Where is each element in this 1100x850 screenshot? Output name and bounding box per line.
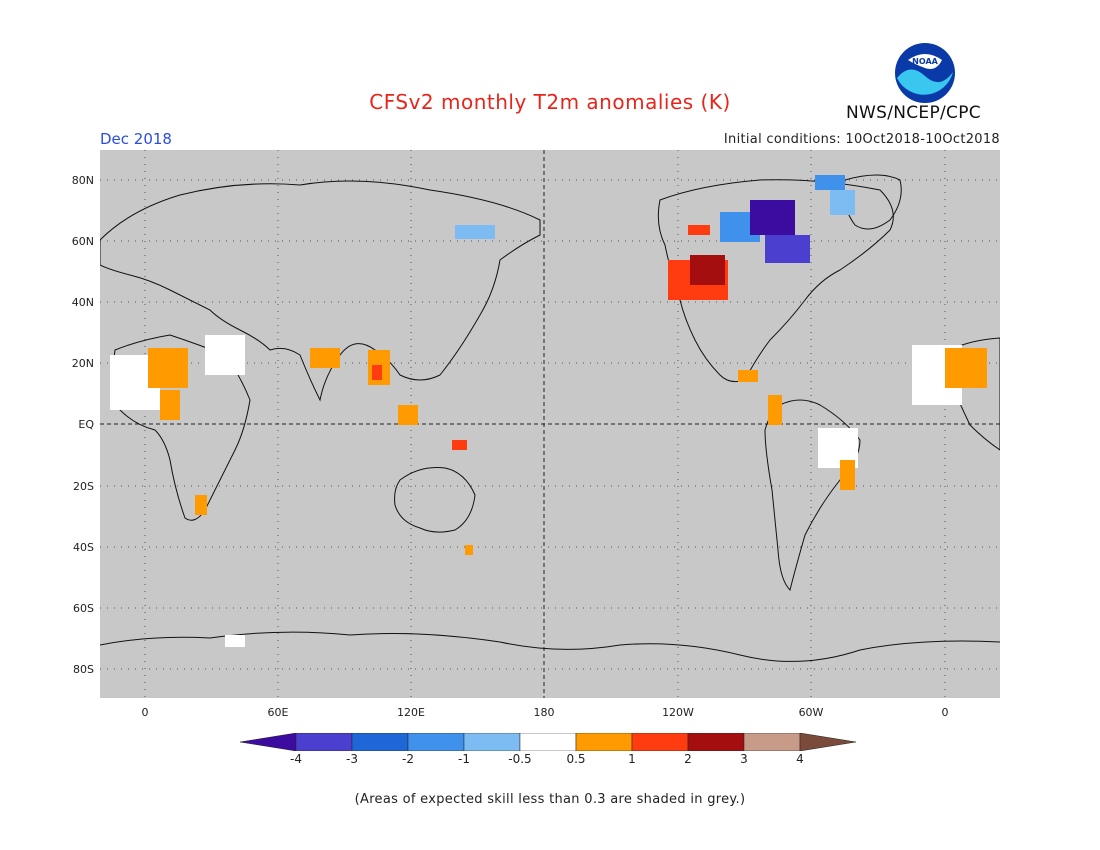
colorbar-label: 4 bbox=[796, 752, 804, 766]
colorbar-label: 3 bbox=[740, 752, 748, 766]
lat-label-20s: 20S bbox=[73, 480, 94, 493]
patch-blue-arctic bbox=[815, 175, 845, 190]
lon-label-180: 180 bbox=[533, 706, 555, 719]
forecast-month: Dec 2018 bbox=[100, 130, 172, 148]
colorbar bbox=[240, 733, 857, 751]
lon-label-60e: 60E bbox=[267, 706, 289, 719]
patch-orange-central-america bbox=[738, 370, 758, 382]
lon-label-0-east: 0 bbox=[941, 706, 949, 719]
logo-text: NOAA bbox=[912, 57, 938, 66]
patch-orange-central-africa bbox=[160, 390, 180, 420]
coast-eurasia bbox=[100, 180, 541, 402]
lon-label-60w: 60W bbox=[798, 706, 824, 719]
lat-label-60n: 60N bbox=[71, 235, 94, 248]
colorbar-cell bbox=[463, 733, 521, 751]
colorbar-label: -4 bbox=[290, 752, 302, 766]
colorbar-cell bbox=[575, 733, 633, 751]
lat-label-40s: 40S bbox=[73, 541, 94, 554]
lon-label-120w: 120W bbox=[662, 706, 694, 719]
patch-red-vietnam bbox=[372, 365, 382, 380]
colorbar-arrow-low bbox=[240, 733, 297, 751]
coast-australia bbox=[394, 467, 476, 533]
patch-orange-brazil bbox=[840, 460, 855, 490]
colorbar-cell bbox=[743, 733, 801, 751]
colorbar-cell bbox=[631, 733, 689, 751]
agency-label: NWS/NCEP/CPC bbox=[846, 103, 981, 123]
initial-conditions: Initial conditions: 10Oct2018-10Oct2018 bbox=[723, 132, 1000, 147]
noaa-logo-icon: NOAA bbox=[895, 43, 955, 103]
colorbar-cell bbox=[407, 733, 465, 751]
patch-white-arabia bbox=[205, 335, 245, 375]
colorbar-cell bbox=[519, 733, 577, 751]
lat-label-40n: 40N bbox=[71, 296, 94, 309]
lon-label-120e: 120E bbox=[397, 706, 425, 719]
colorbar-label: 2 bbox=[684, 752, 692, 766]
patch-orange-new-zealand bbox=[465, 545, 473, 555]
lat-label-60s: 60S bbox=[73, 602, 94, 615]
patch-orange-india bbox=[310, 348, 340, 368]
lon-label-0: 0 bbox=[141, 706, 149, 719]
lat-label-20n: 20N bbox=[71, 357, 94, 370]
lat-label-80s: 80S bbox=[73, 663, 94, 676]
patch-orange-africa-east bbox=[945, 348, 987, 388]
patch-orange-west-africa bbox=[148, 348, 188, 388]
patch-darkred-northwest-us bbox=[690, 255, 725, 285]
patch-red-alaska bbox=[688, 225, 710, 235]
patch-lightblue-siberia bbox=[455, 225, 495, 239]
patch-lightblue-greenland bbox=[830, 190, 855, 215]
lat-label-eq: EQ bbox=[78, 418, 94, 431]
colorbar-cell bbox=[351, 733, 409, 751]
anomaly-map bbox=[100, 150, 1000, 698]
patch-orange-south-africa bbox=[195, 495, 207, 515]
colorbar-label: 0.5 bbox=[566, 752, 586, 766]
colorbar-label: -2 bbox=[402, 752, 414, 766]
patch-darkblue-hudson bbox=[750, 200, 795, 235]
colorbar-label: -0.5 bbox=[508, 752, 532, 766]
patch-white-antarctica bbox=[225, 635, 245, 647]
patch-orange-colombia bbox=[768, 395, 782, 425]
colorbar-label: 1 bbox=[628, 752, 636, 766]
colorbar-cell bbox=[687, 733, 745, 751]
coast-antarctica bbox=[100, 631, 1000, 662]
coast-south-america bbox=[764, 399, 861, 591]
lat-label-80n: 80N bbox=[71, 174, 94, 187]
patch-red-new-guinea bbox=[452, 440, 467, 450]
patch-orange-borneo bbox=[398, 405, 418, 425]
colorbar-label: -1 bbox=[458, 752, 470, 766]
skill-footnote: (Areas of expected skill less than 0.3 a… bbox=[354, 792, 746, 807]
colorbar-arrow-high bbox=[799, 733, 857, 751]
anomaly-patches bbox=[110, 175, 987, 647]
map-title: CFSv2 monthly T2m anomalies (K) bbox=[369, 90, 731, 114]
patch-indigo-quebec bbox=[765, 235, 810, 263]
colorbar-cell bbox=[295, 733, 353, 751]
colorbar-label: -3 bbox=[346, 752, 358, 766]
